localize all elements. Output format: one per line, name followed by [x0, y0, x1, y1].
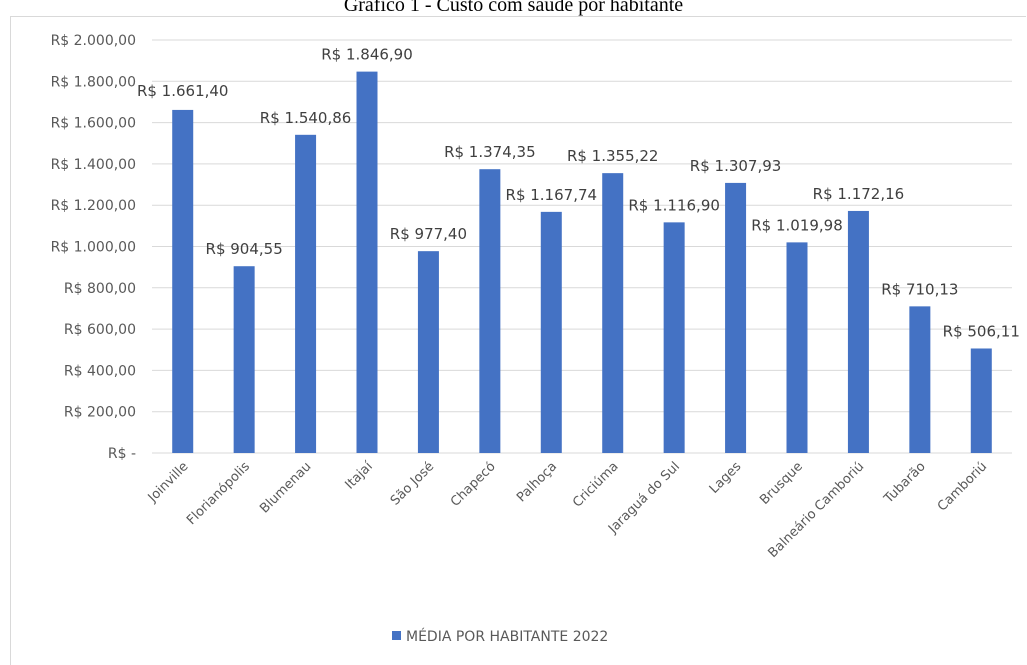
y-axis-tick-labels: R$ - R$ 200,00 R$ 400,00 R$ 600,00 R$ 800,00… — [51, 33, 136, 462]
y-tick-label: R$ 400,00 — [64, 363, 136, 379]
category-label: Florianópolis — [184, 459, 253, 528]
category-label: Brusque — [757, 459, 806, 508]
data-label: R$ 1.540,86 — [260, 109, 352, 127]
bars — [172, 71, 992, 454]
category-label: Chapecó — [448, 459, 499, 510]
bar — [786, 242, 808, 453]
bar — [356, 71, 378, 454]
bar — [602, 173, 624, 453]
bar — [663, 222, 685, 453]
page-title: Gráfico 1 - Custo com saúde por habitant… — [343, 0, 684, 16]
bar — [233, 266, 255, 453]
bar — [909, 306, 931, 453]
category-label: Lages — [707, 459, 745, 497]
data-label: R$ 1.307,93 — [690, 157, 782, 175]
bar — [417, 251, 439, 453]
category-label: Criciúma — [570, 459, 621, 510]
data-label: R$ 1.846,90 — [321, 46, 413, 64]
data-label: R$ 506,11 — [943, 322, 1020, 340]
y-tick-label: R$ 600,00 — [64, 322, 136, 338]
category-label: Itajaí — [343, 459, 377, 493]
data-label: R$ 1.116,90 — [628, 196, 720, 214]
data-label: R$ 1.167,74 — [506, 186, 598, 204]
legend-swatch — [392, 631, 401, 640]
bar — [725, 182, 747, 453]
data-labels: R$ 1.661,40 R$ 904,55 R$ 1.540,86 R$ 1.846,… — [137, 46, 1020, 341]
y-tick-label: R$ 2.000,00 — [51, 33, 136, 49]
y-tick-label: R$ - — [108, 446, 136, 462]
y-tick-label: R$ 1.600,00 — [51, 116, 136, 132]
data-label: R$ 1.019,98 — [751, 216, 843, 234]
data-label: R$ 710,13 — [881, 280, 958, 298]
category-label: Camboriú — [935, 459, 990, 514]
bar — [847, 210, 869, 453]
category-label: São José — [388, 459, 437, 508]
category-label: Tubarão — [881, 459, 929, 507]
bar — [540, 211, 562, 453]
legend-label: MÉDIA POR HABITANTE 2022 — [406, 628, 608, 645]
data-label: R$ 977,40 — [390, 225, 467, 243]
data-label: R$ 904,55 — [206, 240, 283, 258]
data-label: R$ 1.374,35 — [444, 143, 536, 161]
category-label: Palhoça — [514, 459, 560, 505]
y-tick-label: R$ 1.200,00 — [51, 198, 136, 214]
y-tick-label: R$ 200,00 — [64, 405, 136, 421]
category-label: Blumenau — [257, 459, 314, 516]
bar — [295, 134, 317, 453]
y-tick-label: R$ 1.400,00 — [51, 157, 136, 173]
bar — [479, 169, 501, 454]
bar — [970, 348, 992, 453]
data-label: R$ 1.172,16 — [813, 185, 905, 203]
category-label: Joinville — [145, 459, 192, 506]
y-tick-label: R$ 800,00 — [64, 281, 136, 297]
y-tick-label: R$ 1.800,00 — [51, 74, 136, 90]
data-label: R$ 1.661,40 — [137, 82, 229, 100]
legend: MÉDIA POR HABITANTE 2022 — [392, 628, 608, 645]
bar — [172, 109, 194, 453]
data-label: R$ 1.355,22 — [567, 147, 659, 165]
chart-frame — [10, 16, 1026, 665]
y-tick-label: R$ 1.000,00 — [51, 240, 136, 256]
